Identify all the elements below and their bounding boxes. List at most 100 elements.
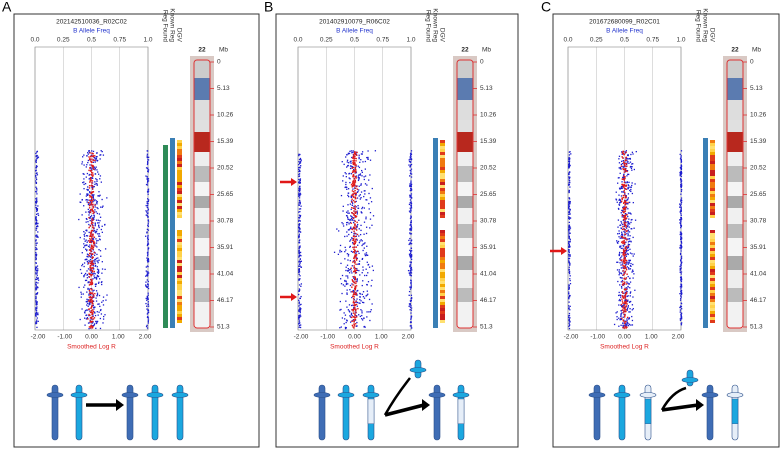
baf-point: [93, 162, 94, 163]
baf-point: [410, 253, 411, 254]
logr-point: [356, 216, 357, 217]
logr-point: [353, 271, 354, 272]
baf-point: [87, 173, 88, 174]
arrow-head: [561, 247, 567, 255]
logr-point: [355, 205, 356, 206]
baf-point: [96, 290, 97, 291]
baf-point: [357, 191, 358, 192]
logr-point: [352, 157, 353, 158]
baf-point: [299, 247, 300, 248]
baf-point: [147, 181, 148, 182]
logr-point: [623, 249, 624, 250]
logr-point: [356, 270, 357, 271]
baf-point: [298, 179, 299, 180]
baf-point: [617, 233, 618, 234]
baf-point: [568, 250, 569, 251]
ideogram-band: [727, 152, 743, 166]
baf-point: [97, 294, 98, 295]
baf-point: [626, 320, 627, 321]
baf-point: [344, 281, 345, 282]
baf-point: [621, 188, 622, 189]
baf-point: [88, 153, 89, 154]
logr-point: [622, 197, 623, 198]
baf-point: [98, 271, 99, 272]
ideogram-band: [194, 256, 210, 270]
position-label: 41.04: [480, 271, 497, 278]
baf-point: [619, 188, 620, 189]
baf-point: [632, 304, 633, 305]
baf-point: [681, 176, 682, 177]
dgv-region: [710, 167, 715, 170]
dgv-region: [177, 197, 182, 200]
logr-point: [352, 185, 353, 186]
baf-point: [99, 213, 100, 214]
baf-point: [627, 321, 628, 322]
baf-point: [96, 181, 97, 182]
baf-point: [300, 220, 301, 221]
logr-point: [624, 192, 625, 193]
baf-point: [146, 231, 147, 232]
baf-point: [627, 224, 628, 225]
baf-point: [344, 312, 345, 313]
logr-point: [622, 229, 623, 230]
dgv-region: [177, 266, 182, 269]
baf-point: [37, 157, 38, 158]
baf-point: [35, 272, 36, 273]
baf-point: [83, 276, 84, 277]
baf-point: [366, 184, 367, 185]
baf-point: [86, 250, 87, 251]
baf-point: [628, 295, 629, 296]
logr-point: [91, 170, 92, 171]
baf-point: [93, 308, 94, 309]
baf-point: [346, 215, 347, 216]
baf-point: [362, 280, 363, 281]
baf-point: [632, 277, 633, 278]
logr-point: [623, 268, 624, 269]
baf-point: [623, 167, 624, 168]
baf-point: [568, 159, 569, 160]
ideogram-band: [457, 78, 473, 100]
baf-point: [88, 214, 89, 215]
baf-point: [568, 315, 569, 316]
baf-point: [147, 207, 148, 208]
baf-point: [86, 176, 87, 177]
logr-point: [89, 326, 90, 327]
dgv-region: [710, 176, 715, 179]
logr-point: [356, 294, 357, 295]
logr-point: [351, 317, 352, 318]
baf-point: [94, 324, 95, 325]
baf-point: [360, 309, 361, 310]
baf-point: [568, 230, 569, 231]
baf-point: [37, 317, 38, 318]
baf-point: [620, 277, 621, 278]
baf-point: [95, 263, 96, 264]
baf-point: [411, 316, 412, 317]
baf-point: [37, 268, 38, 269]
logr-point: [89, 249, 90, 250]
baf-tick-label: 0.0: [293, 37, 302, 44]
baf-point: [84, 318, 85, 319]
logr-tick-label: -1.00: [320, 334, 335, 341]
logr-point: [623, 212, 624, 213]
baf-point: [299, 228, 300, 229]
baf-point: [350, 239, 351, 240]
panel-label: A: [2, 0, 12, 15]
baf-point: [628, 230, 629, 231]
dgv-region: [440, 260, 445, 263]
baf-point: [36, 285, 37, 286]
known-region: [170, 255, 175, 328]
dgv-region: [710, 215, 715, 218]
baf-point: [411, 220, 412, 221]
position-label: 20.52: [750, 165, 767, 172]
baf-point: [82, 252, 83, 253]
baf-point: [300, 261, 301, 262]
centromere: [589, 393, 605, 398]
logr-point: [94, 160, 95, 161]
baf-point: [681, 324, 682, 325]
baf-point: [95, 321, 96, 322]
baf-point: [97, 213, 98, 214]
baf-point: [369, 208, 370, 209]
baf-point: [298, 300, 299, 301]
baf-point: [351, 150, 352, 151]
dgv-region: [440, 263, 445, 266]
